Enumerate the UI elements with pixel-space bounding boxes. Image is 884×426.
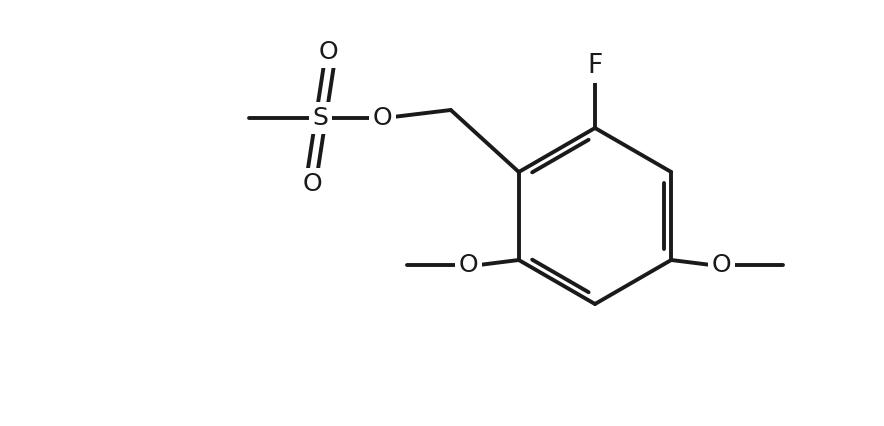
Text: O: O bbox=[303, 172, 323, 196]
Text: O: O bbox=[319, 40, 339, 64]
Text: O: O bbox=[712, 253, 731, 277]
Text: O: O bbox=[373, 106, 392, 130]
Text: F: F bbox=[587, 53, 603, 79]
Text: S: S bbox=[313, 106, 329, 130]
Text: O: O bbox=[459, 253, 478, 277]
